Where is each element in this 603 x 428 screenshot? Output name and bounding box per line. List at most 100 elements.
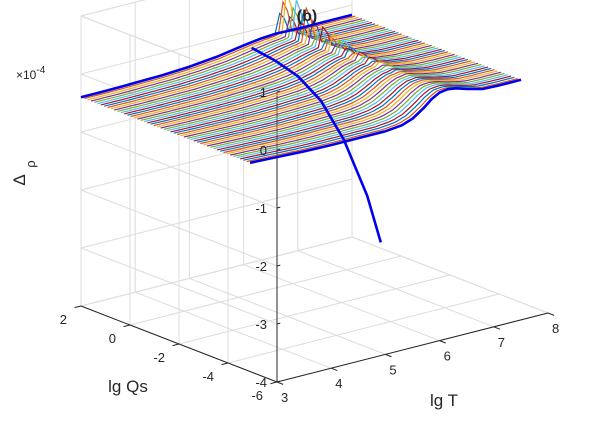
x-tick-mark	[493, 326, 501, 330]
surface-slice	[226, 70, 498, 155]
surface-slice	[223, 69, 495, 154]
surface-slice	[153, 42, 426, 127]
surface-slice	[127, 32, 399, 116]
surface-slice	[123, 25, 396, 115]
x-tick-label: 4	[335, 376, 342, 391]
z-tick-label: -2	[255, 259, 267, 274]
surface-slice	[236, 74, 508, 159]
chart-title: (b)	[297, 8, 317, 25]
grid-line-floor-y	[178, 274, 451, 345]
surface-slice	[216, 66, 489, 151]
surface-slice	[196, 58, 469, 143]
surface-slice	[180, 52, 452, 137]
surface-slice	[183, 53, 455, 138]
grid-line-floor-y	[227, 293, 500, 364]
grid-line-side-z	[80, 247, 278, 325]
surface-slice	[140, 37, 412, 121]
x-axis-line	[276, 312, 549, 383]
box-edge	[80, 15, 278, 93]
surface-slice	[100, 19, 373, 106]
z-axis-label-main: Δ	[10, 174, 29, 185]
z-exponent-power: -4	[36, 65, 45, 76]
x-tick-label: 3	[281, 390, 288, 405]
z-tick-mark	[276, 380, 281, 383]
box-edge	[80, 0, 146, 17]
x-tick-label: 8	[552, 321, 559, 336]
z-tick-mark	[276, 206, 281, 209]
y-tick-label: -6	[251, 388, 263, 403]
z-tick-label: -1	[255, 201, 267, 216]
axis-lines	[74, 90, 555, 385]
z-axis-label-subscript: ρ	[23, 160, 38, 167]
surface-slice	[200, 60, 472, 145]
x-tick-mark	[439, 340, 446, 344]
y-tick-mark	[123, 324, 131, 328]
y-axis-label: lg Qs	[108, 377, 148, 396]
y-tick-label: 2	[60, 312, 67, 327]
surface-slice	[147, 39, 419, 124]
highlight-curves	[80, 13, 522, 243]
surface-slice	[220, 67, 492, 152]
surface-slice	[230, 71, 502, 156]
surface-slice	[203, 61, 475, 146]
surface-slice	[97, 0, 369, 105]
x-tick-mark	[276, 381, 284, 385]
surface-slice	[176, 51, 449, 136]
surface-slice	[210, 63, 482, 148]
y-tick-mark	[270, 381, 278, 385]
z-tick-label: 0	[260, 143, 267, 158]
grid-line-back-z	[80, 178, 353, 249]
grid-line-back-z	[80, 4, 353, 75]
y-tick-mark	[172, 343, 180, 347]
z-tick-label: 1	[260, 85, 267, 100]
surface-slice	[190, 56, 462, 141]
highlight-curve-0	[249, 78, 522, 165]
surface-slice	[113, 19, 386, 111]
y-tick-mark	[221, 362, 229, 366]
y-tick-label: -2	[153, 350, 165, 365]
surface-slice	[90, 15, 363, 102]
z-tick-mark	[276, 322, 281, 325]
surface-slice	[157, 43, 429, 128]
highlight-curve-1	[80, 13, 353, 99]
grid-line-floor-y	[129, 255, 402, 326]
surface-slice	[104, 12, 376, 107]
x-tick-label: 6	[444, 349, 451, 364]
z-tick-mark	[276, 148, 281, 151]
surface-slice	[150, 41, 422, 125]
surface-slice	[143, 38, 416, 123]
surface-slice	[243, 76, 515, 161]
surface-slice	[130, 33, 402, 118]
grid-line-back-z	[80, 62, 353, 133]
surface-slice	[239, 75, 512, 160]
x-tick-mark	[331, 367, 338, 372]
y-tick-label: 0	[109, 331, 116, 346]
x-tick-label: 7	[498, 335, 505, 350]
z-tick-label: -3	[255, 317, 267, 332]
x-tick-mark	[547, 312, 555, 316]
grid-line-back-z	[80, 120, 353, 191]
surface-slice	[233, 72, 505, 157]
surface-slice	[107, 6, 379, 109]
box-edge	[351, 236, 549, 314]
x-tick-label: 5	[389, 362, 396, 377]
surface-slice	[133, 32, 406, 119]
surface-slice	[206, 62, 479, 147]
z-tick-mark	[276, 264, 281, 267]
highlight-curve-2	[251, 46, 383, 243]
surface-slice	[84, 0, 356, 100]
surface-slice	[163, 46, 436, 130]
grid-line-side-z	[80, 189, 278, 267]
surface-slice	[173, 49, 445, 134]
y-tick-mark	[74, 305, 82, 309]
surface-slice	[193, 57, 465, 142]
z-tick-mark	[276, 90, 281, 93]
grid-line-side-z	[80, 131, 278, 209]
surface-slice	[213, 65, 485, 150]
surface-slice	[160, 44, 432, 129]
surface-slice	[167, 47, 439, 132]
x-tick-mark	[385, 353, 392, 358]
y-tick-label: -4	[202, 369, 214, 384]
